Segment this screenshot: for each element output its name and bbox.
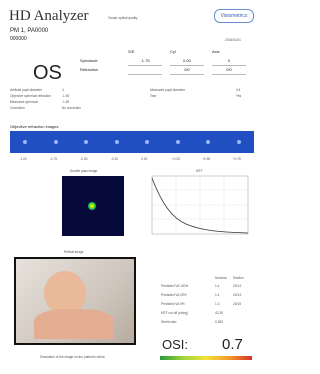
band-tick: +0.75 — [233, 157, 241, 161]
param-label: Measured spherical — [10, 100, 38, 104]
grid — [152, 176, 248, 234]
patient-id: 000000 — [10, 36, 27, 42]
mtf-chart — [146, 174, 252, 242]
result-label: Predicted VA 9% — [161, 302, 185, 306]
body — [34, 309, 114, 339]
eye: OS — [33, 62, 62, 85]
psf-spot — [88, 202, 96, 210]
osi-label: OSI: — [162, 337, 188, 352]
result-label: MTF cut off (c/deg) — [161, 311, 188, 315]
subtitle: Ocular optical quality — [108, 16, 138, 20]
patient: PM 1, PA0000 — [10, 28, 48, 34]
band-cell — [176, 140, 180, 144]
band-cell — [145, 140, 149, 144]
result-value: 20/14 — [233, 284, 241, 288]
refraction-band — [10, 131, 254, 153]
band-tick: -0.50 — [80, 157, 87, 161]
param-label: Tear — [150, 94, 156, 98]
row-label: Spectacle — [80, 58, 98, 63]
param-value: -1.50 — [62, 94, 69, 98]
result-value: 20/14 — [233, 293, 241, 297]
retinal-title: Retinal image — [64, 250, 84, 254]
cell: 0/0 — [212, 67, 246, 75]
osi-scale — [160, 356, 252, 360]
row-label: Refraction — [80, 67, 98, 72]
band-tick: -0.75 — [50, 157, 57, 161]
result-value: 42.35 — [215, 311, 223, 315]
column-header: Snellen — [233, 276, 244, 280]
result-value: 0.283 — [215, 320, 223, 324]
band-title: Objective refraction images — [10, 124, 58, 129]
result-value: 20/15 — [233, 302, 241, 306]
cell — [128, 67, 162, 75]
param-value: 4 — [62, 88, 64, 92]
cell: 0.00 — [170, 58, 204, 66]
date: 2016/01/01 — [225, 38, 241, 42]
param-label: Artificial pupil diameter — [10, 88, 42, 92]
param-label: Measured pupil diameter — [150, 88, 185, 92]
band-tick: -1.00 — [19, 157, 26, 161]
band-cell — [84, 140, 88, 144]
band-tick: -0.25 — [111, 157, 118, 161]
result-label: Predicted VA 20% — [161, 293, 186, 297]
mtf-title: MTF — [196, 169, 203, 173]
result-value: 1.4 — [215, 293, 219, 297]
param-label: Objective spherical refraction — [10, 94, 51, 98]
logo: Visiometrics — [214, 9, 254, 23]
column-header: Decimal — [215, 276, 227, 280]
result-value: 1.3 — [215, 302, 219, 306]
result-value: 1.4 — [215, 284, 219, 288]
param-label: Correction — [10, 106, 25, 110]
report: HD Analyzer Ocular optical quality Visio… — [0, 0, 262, 374]
double-pass-image — [62, 176, 124, 236]
band-cell — [54, 140, 58, 144]
retinal-image — [14, 257, 136, 345]
band-cell — [115, 140, 119, 144]
band-cell — [23, 140, 27, 144]
band-cell — [237, 140, 241, 144]
band-tick: +0.50 — [202, 157, 210, 161]
result-label: Strehl ratio — [161, 320, 176, 324]
param-value: 4.4 — [236, 88, 240, 92]
column-header: S/E — [128, 49, 134, 54]
param-value: -1.50 — [62, 100, 69, 104]
title: HD Analyzer — [9, 8, 89, 25]
param-value: No correction — [62, 106, 81, 110]
cell: 0 — [212, 58, 246, 66]
band-cell — [206, 140, 210, 144]
cell: -1.75 — [128, 58, 162, 66]
dp-title: Double pass image — [70, 169, 97, 173]
osi-value: 0.7 — [222, 336, 243, 353]
column-header: Axis — [212, 49, 220, 54]
column-header: Cyl — [170, 49, 176, 54]
band-tick: 0.00 — [141, 157, 147, 161]
cell: 0/0 — [170, 67, 204, 75]
result-label: Predicted VA 100% — [161, 284, 188, 288]
param-value: Yes — [236, 94, 241, 98]
retinal-caption: Simulation of the image on the patient's… — [40, 355, 105, 359]
band-tick: +0.25 — [172, 157, 180, 161]
